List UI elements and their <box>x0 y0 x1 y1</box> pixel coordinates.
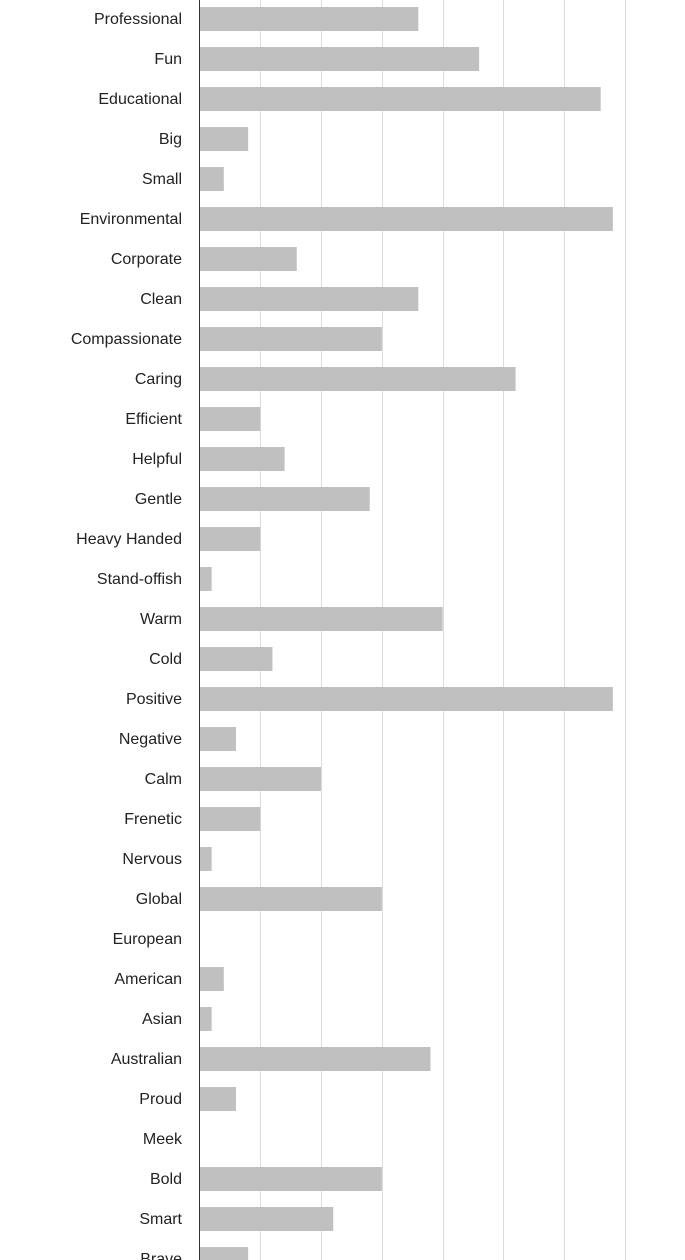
y-tick-label: Frenetic <box>124 811 182 828</box>
bar <box>199 1247 249 1260</box>
bar <box>199 367 516 391</box>
bar <box>199 87 601 111</box>
y-tick-label: Corporate <box>111 251 182 268</box>
bar <box>199 847 212 871</box>
y-tick-label: Clean <box>140 291 182 308</box>
y-tick-label: Meek <box>143 1131 183 1148</box>
y-tick-label: Caring <box>135 371 182 388</box>
y-tick-label: Small <box>142 171 182 188</box>
y-tick-label: Gentle <box>135 491 182 508</box>
y-tick-label: Helpful <box>132 451 182 468</box>
y-tick-label: Calm <box>145 771 182 788</box>
y-tick-label: Warm <box>140 611 182 628</box>
bar <box>199 727 236 751</box>
y-tick-label: Bold <box>150 1171 182 1188</box>
bar <box>199 447 285 471</box>
y-tick-label: American <box>114 971 182 988</box>
y-tick-label: Negative <box>119 731 182 748</box>
y-tick-label: Nervous <box>122 851 182 868</box>
y-tick-label: Asian <box>142 1011 182 1028</box>
bar <box>199 1047 431 1071</box>
y-tick-label: Heavy Handed <box>76 531 182 548</box>
bar <box>199 487 370 511</box>
bar <box>199 207 613 231</box>
bar <box>199 1087 236 1111</box>
y-tick-label: Cold <box>149 651 182 668</box>
y-tick-label: Compassionate <box>71 331 182 348</box>
bar <box>199 647 273 671</box>
bar <box>199 7 419 31</box>
y-tick-label: Big <box>159 131 182 148</box>
bar <box>199 1167 382 1191</box>
y-tick-label: Positive <box>126 691 182 708</box>
y-tick-label: Professional <box>94 11 182 28</box>
y-tick-label: Australian <box>111 1051 182 1068</box>
y-tick-label: Stand-offish <box>97 571 182 588</box>
bar <box>199 287 419 311</box>
y-tick-label: European <box>113 931 182 948</box>
bar <box>199 407 261 431</box>
bar <box>199 967 224 991</box>
y-tick-label: Efficient <box>125 411 182 428</box>
bar <box>199 167 224 191</box>
bar <box>199 1207 334 1231</box>
bar <box>199 47 480 71</box>
y-tick-label: Global <box>136 891 182 908</box>
bar <box>199 1007 212 1031</box>
bar <box>199 607 443 631</box>
y-tick-label: Fun <box>154 51 182 68</box>
y-tick-label: Environmental <box>80 211 182 228</box>
y-tick-label: Brave <box>140 1251 182 1260</box>
bar <box>199 807 261 831</box>
bar <box>199 327 382 351</box>
y-tick-label: Smart <box>139 1211 182 1228</box>
bar <box>199 247 297 271</box>
bar <box>199 127 249 151</box>
bar <box>199 527 261 551</box>
bar <box>199 767 322 791</box>
bar <box>199 687 613 711</box>
bar <box>199 567 212 591</box>
y-tick-label: Proud <box>139 1091 182 1108</box>
y-tick-label: Educational <box>98 91 182 108</box>
bar <box>199 887 382 911</box>
